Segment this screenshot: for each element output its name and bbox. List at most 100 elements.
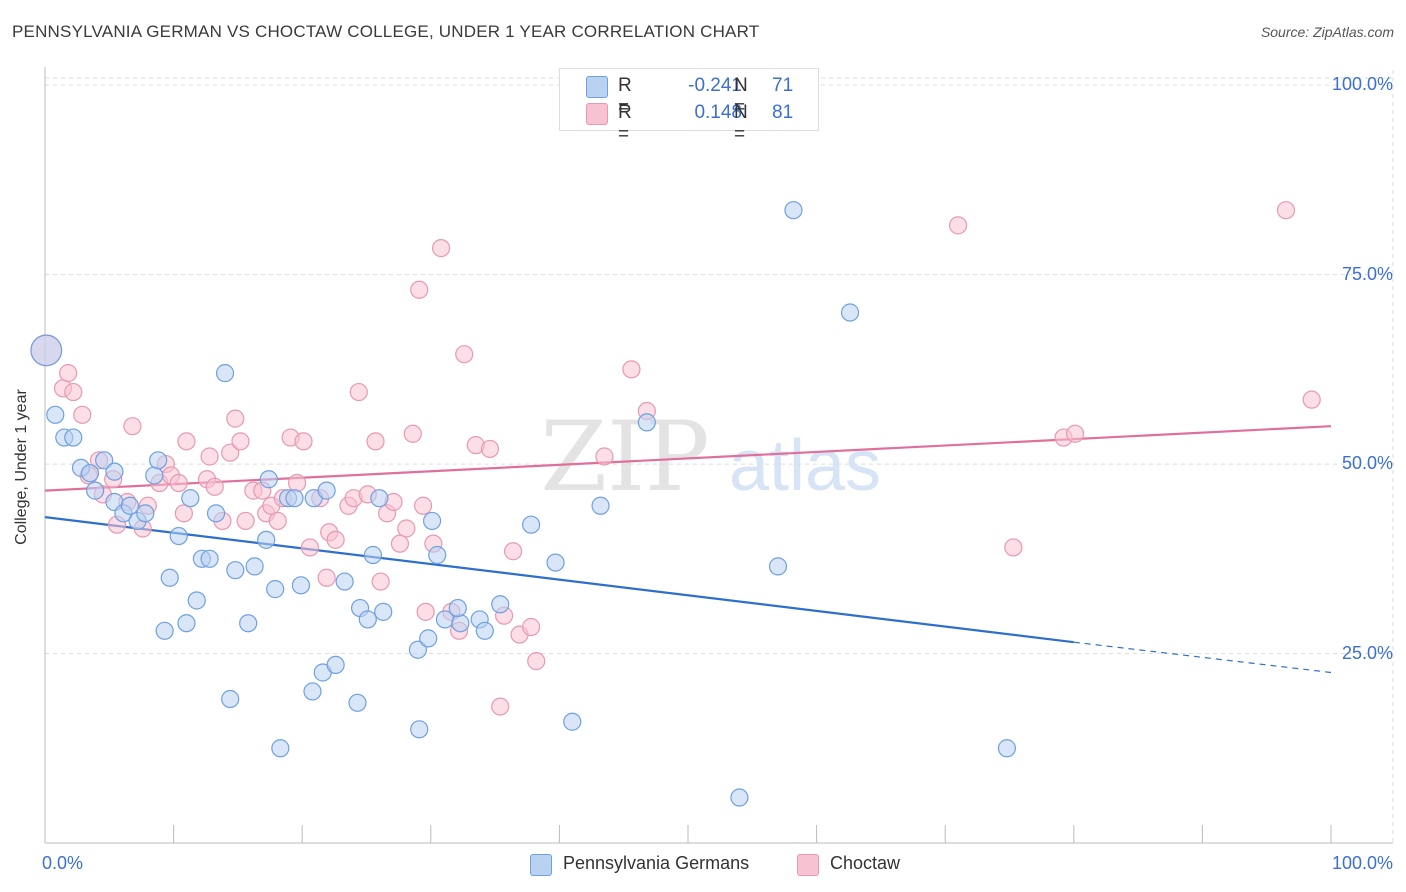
series-swatch-blue bbox=[530, 854, 552, 876]
data-point-pennsylvania-germans bbox=[200, 549, 219, 568]
legend-n-label: N = bbox=[734, 75, 748, 118]
chart-title: PENNSYLVANIA GERMAN VS CHOCTAW COLLEGE, … bbox=[12, 22, 760, 41]
data-point-pennsylvania-germans bbox=[206, 504, 226, 523]
data-point-choctaw bbox=[169, 473, 188, 493]
y-axis-title-wrap: College, Under 1 year bbox=[10, 0, 34, 892]
data-point-choctaw bbox=[268, 511, 287, 531]
watermark-atlas: atlas bbox=[729, 426, 881, 506]
data-point-choctaw bbox=[455, 345, 474, 364]
data-point-choctaw bbox=[480, 439, 500, 459]
data-point-choctaw bbox=[403, 424, 422, 443]
data-point-choctaw bbox=[326, 530, 345, 549]
data-point-pennsylvania-germans bbox=[784, 201, 803, 220]
data-point-choctaw bbox=[174, 504, 193, 523]
legend-n-label: N = bbox=[734, 102, 748, 145]
data-point-pennsylvania-germans bbox=[768, 557, 788, 576]
data-point-choctaw bbox=[236, 511, 255, 531]
data-point-pennsylvania-germans bbox=[348, 693, 367, 712]
data-point-choctaw bbox=[527, 652, 546, 671]
data-point-choctaw bbox=[73, 405, 92, 424]
data-point-pennsylvania-germans bbox=[637, 413, 656, 432]
data-point-choctaw bbox=[431, 238, 451, 258]
data-point-pennsylvania-germans bbox=[491, 595, 510, 614]
data-point-pennsylvania-germans bbox=[271, 739, 290, 758]
data-point-pennsylvania-germans bbox=[422, 511, 442, 531]
legend-n-value: 81 bbox=[772, 102, 794, 123]
data-point-pennsylvania-germans bbox=[80, 464, 100, 483]
data-point-pennsylvania-germans bbox=[363, 545, 383, 565]
trend-line-pennsylvania-germans-extrapolated bbox=[1073, 641, 1332, 674]
data-point-pennsylvania-germans bbox=[563, 712, 582, 731]
watermark-zip: ZIP bbox=[540, 401, 709, 513]
data-point-choctaw bbox=[300, 538, 320, 557]
data-point-choctaw bbox=[390, 534, 410, 553]
data-point-choctaw bbox=[491, 697, 510, 716]
data-point-pennsylvania-germans bbox=[86, 481, 105, 500]
data-point-pennsylvania-germans bbox=[215, 364, 235, 383]
data-point-choctaw bbox=[226, 409, 245, 428]
data-point-choctaw bbox=[397, 519, 416, 538]
series-label: Choctaw bbox=[830, 853, 901, 873]
data-point-pennsylvania-germans bbox=[266, 580, 285, 599]
y-tick-label: 75.0% bbox=[1341, 263, 1393, 284]
data-point-pennsylvania-germans bbox=[419, 629, 438, 648]
data-point-pennsylvania-germans bbox=[291, 576, 311, 595]
data-point-pennsylvania-germans bbox=[370, 489, 389, 508]
data-point-pennsylvania-germans bbox=[451, 614, 470, 633]
data-point-pennsylvania-germans bbox=[46, 405, 65, 424]
data-point-pennsylvania-germans bbox=[374, 602, 393, 621]
data-point-pennsylvania-germans bbox=[105, 462, 124, 481]
data-point-pennsylvania-germans bbox=[335, 572, 354, 591]
data-point-choctaw bbox=[59, 364, 78, 383]
data-point-pennsylvania-germans bbox=[136, 504, 155, 523]
data-point-choctaw bbox=[287, 473, 307, 493]
data-point-pennsylvania-germans bbox=[730, 788, 749, 807]
data-point-pennsylvania-germans bbox=[257, 530, 276, 549]
data-point-choctaw bbox=[622, 360, 641, 379]
data-point-choctaw bbox=[1065, 424, 1085, 443]
series-swatch-pink bbox=[797, 854, 819, 876]
legend-n-value: 71 bbox=[772, 75, 794, 96]
data-point-choctaw bbox=[416, 602, 435, 621]
data-point-pennsylvania-germans bbox=[239, 614, 258, 633]
data-point-pennsylvania-germans bbox=[546, 553, 565, 572]
data-point-choctaw bbox=[200, 447, 219, 466]
data-point-pennsylvania-germans bbox=[591, 496, 610, 515]
data-point-choctaw bbox=[123, 417, 142, 436]
data-point-choctaw bbox=[504, 542, 523, 561]
legend-r-label: R = bbox=[618, 75, 632, 118]
data-point-pennsylvania-germans bbox=[448, 598, 467, 618]
data-point-pennsylvania-germans bbox=[303, 682, 322, 701]
data-point-pennsylvania-germans bbox=[408, 640, 428, 659]
data-point-pennsylvania-germans bbox=[95, 451, 114, 470]
data-point-pennsylvania-germans bbox=[358, 610, 377, 629]
data-point-choctaw bbox=[948, 216, 968, 235]
data-point-pennsylvania-germans bbox=[259, 470, 278, 489]
data-point-pennsylvania-germans bbox=[522, 515, 541, 534]
data-point-choctaw bbox=[231, 432, 250, 451]
data-point-choctaw bbox=[413, 496, 433, 515]
data-point-pennsylvania-germans bbox=[326, 655, 345, 675]
data-point-pennsylvania-germans bbox=[840, 303, 860, 322]
data-point-pennsylvania-germans bbox=[475, 621, 494, 640]
data-point-pennsylvania-germans bbox=[30, 334, 63, 367]
data-point-pennsylvania-germans bbox=[177, 614, 196, 633]
data-point-choctaw bbox=[410, 280, 429, 299]
data-point-choctaw bbox=[1302, 390, 1321, 409]
data-point-pennsylvania-germans bbox=[410, 720, 429, 739]
data-point-choctaw bbox=[595, 447, 614, 466]
data-points bbox=[30, 201, 1321, 807]
legend-r-label: R = bbox=[618, 102, 632, 145]
legend-r-value: 0.148 bbox=[694, 102, 742, 123]
trend-lines bbox=[44, 425, 1332, 674]
data-point-pennsylvania-germans bbox=[155, 621, 174, 640]
data-point-pennsylvania-germans bbox=[221, 689, 240, 709]
data-point-pennsylvania-germans bbox=[169, 526, 188, 546]
data-point-choctaw bbox=[366, 432, 385, 451]
watermark: ZIP atlas bbox=[540, 401, 881, 513]
trend-line-choctaw bbox=[44, 425, 1332, 492]
data-point-pennsylvania-germans bbox=[120, 496, 139, 515]
data-point-pennsylvania-germans bbox=[245, 557, 264, 576]
data-point-choctaw bbox=[1004, 538, 1023, 557]
data-point-pennsylvania-germans bbox=[997, 739, 1017, 758]
